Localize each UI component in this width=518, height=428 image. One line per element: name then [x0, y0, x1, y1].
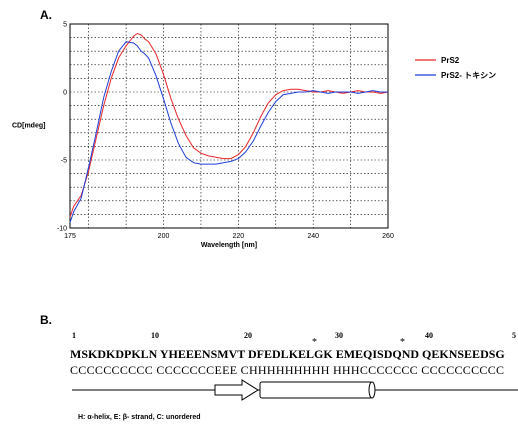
beta-strand-arrow — [214, 379, 259, 401]
x-tick-label: 220 — [233, 233, 245, 240]
alpha-helix-cylinder-end — [368, 381, 376, 399]
series-line-2 — [69, 41, 388, 223]
x-tick-label: 200 — [158, 233, 170, 240]
y-tick-label: -5 — [61, 158, 67, 165]
x-tick-label: 260 — [382, 233, 394, 240]
legend-label-1: PrS2 — [441, 56, 460, 65]
position-number-40: 40 — [425, 331, 433, 340]
y-tick-label: -10 — [57, 226, 67, 233]
position-number-10: 10 — [151, 331, 159, 340]
secondary-structure-diagram — [72, 379, 518, 401]
x-axis-label: Wavelength [nm] — [201, 242, 257, 249]
alpha-helix-cylinder — [259, 381, 373, 399]
x-tick-label: 175 — [64, 233, 76, 240]
structure-legend-note: H: α-helix, E: β- strand, C: unordered — [78, 414, 201, 421]
position-number-1: 1 — [72, 331, 76, 340]
asterisk-marker: * — [312, 337, 317, 348]
panel-b-label: B. — [40, 313, 52, 327]
legend-label-2: PrS2- トキシン — [441, 71, 496, 80]
y-tick-label: 0 — [63, 90, 67, 97]
series-line-1 — [69, 32, 389, 218]
secondary-structure-string: CCCCCCCCCC CCCCCCCEEE CHHHHHHHHH HHHCCCC… — [70, 363, 505, 377]
y-tick-label: 5 — [63, 22, 67, 29]
plot-area — [69, 23, 389, 229]
y-axis-label: CD[mdeg] — [12, 122, 45, 129]
position-number-30: 30 — [335, 331, 343, 340]
position-number-50: 5 — [512, 331, 516, 340]
x-tick-label: 240 — [307, 233, 319, 240]
position-number-20: 20 — [244, 331, 252, 340]
panel-a-label: A. — [40, 8, 52, 22]
amino-acid-sequence: MSKDKDPKLN YHEEENSMVT DFEDLKELGK EMEQISD… — [70, 347, 505, 361]
asterisk-marker: * — [400, 337, 405, 348]
